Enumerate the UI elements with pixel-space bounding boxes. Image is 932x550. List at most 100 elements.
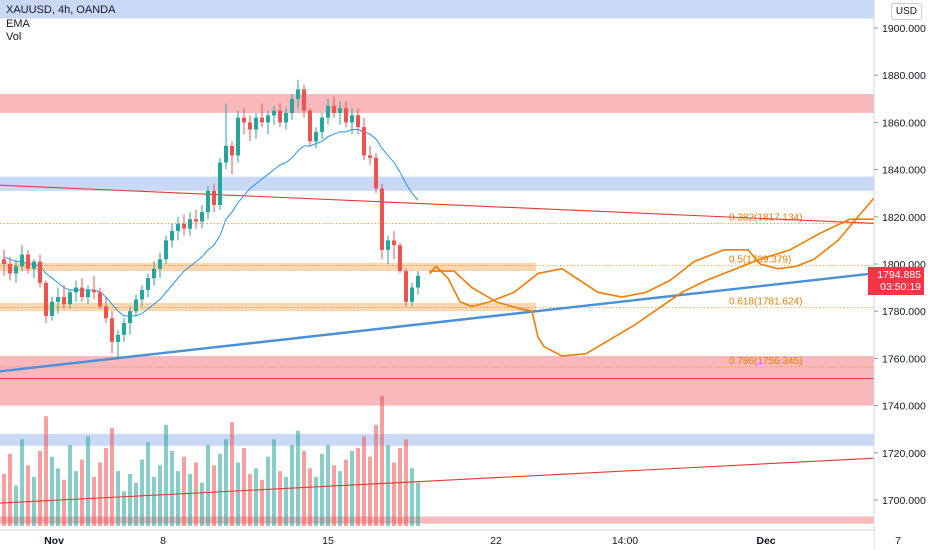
candle-body (56, 297, 60, 302)
candle-body (146, 278, 150, 290)
trendline-blue (0, 265, 932, 373)
candle-body (80, 287, 84, 298)
volume-bar (212, 465, 216, 526)
candle-body (104, 306, 108, 319)
price-axis-label: 1720.000 (882, 448, 926, 460)
currency-button[interactable]: USD (890, 3, 922, 20)
volume-bar (44, 416, 48, 526)
volume-bar (332, 465, 336, 526)
candle-body (98, 292, 102, 307)
candle-body (392, 240, 396, 246)
price-axis-label: 1780.000 (882, 306, 926, 318)
volume-bar (218, 453, 222, 526)
candle-body (284, 112, 288, 123)
candle-body (344, 108, 348, 123)
price-axis-label: 1760.000 (882, 353, 926, 365)
volume-bar (146, 442, 150, 526)
candle-body (8, 264, 12, 274)
candle-body (404, 271, 408, 302)
volume-bar (296, 430, 300, 526)
volume-bar (368, 456, 372, 526)
volume-bar (266, 456, 270, 526)
candle-body (134, 299, 138, 312)
candle-body (68, 292, 72, 305)
time-axis-label: Dec (756, 535, 775, 547)
candle-body (86, 289, 90, 298)
candle-body (314, 131, 318, 142)
candle-body (116, 334, 120, 342)
candle-body (164, 240, 168, 260)
time-axis-background (0, 530, 874, 550)
symbol-title[interactable]: XAUUSD, 4h, OANDA (6, 4, 116, 16)
candle-body (206, 190, 210, 213)
candle-body (278, 110, 282, 123)
trendline-red (0, 184, 932, 227)
candle-body (62, 297, 66, 305)
candle-body (188, 219, 192, 229)
candle-body (176, 223, 180, 231)
candle-body (248, 122, 252, 130)
candle-body (212, 190, 216, 205)
volume-bar (98, 462, 102, 526)
volume-bar (158, 465, 162, 526)
volume-bar (344, 459, 348, 526)
projection-path (429, 190, 881, 308)
volume-bar (56, 468, 60, 526)
volume-indicator-label[interactable]: Vol (6, 31, 22, 43)
volume-bar (308, 468, 312, 526)
candle-body (110, 318, 114, 342)
volume-bar (26, 465, 30, 526)
red-zone (0, 356, 874, 378)
candle-body (128, 311, 132, 323)
candle-body (362, 127, 366, 156)
price-axis-label: 1840.000 (882, 165, 926, 177)
ema-indicator-label[interactable]: EMA (6, 17, 30, 30)
time-axis-label: 7 (895, 535, 901, 547)
candle-body (224, 146, 228, 163)
candle-body (302, 89, 306, 111)
red-zone (0, 516, 874, 524)
volume-bar (386, 445, 390, 526)
volume-bar (260, 479, 264, 526)
candle-body (296, 89, 300, 99)
fib-level-label: 0.786(1756.345) (729, 356, 802, 367)
candle-body (350, 115, 354, 123)
volume-bar (194, 462, 198, 526)
bar-countdown: 03:50:19 (880, 281, 921, 293)
candle-body (38, 261, 42, 283)
candle-body (50, 301, 54, 316)
volume-bar (410, 468, 414, 526)
volume-bar (398, 448, 402, 526)
volume-bar (122, 491, 126, 526)
time-axis-label: 8 (160, 535, 166, 547)
volume-bar (242, 448, 246, 526)
price-axis-label: 1820.000 (882, 212, 926, 224)
volume-bar (104, 448, 108, 526)
volume-bar (200, 482, 204, 526)
volume-bar (278, 471, 282, 526)
candle-body (410, 287, 414, 302)
candle-body (332, 105, 336, 113)
candle-body (26, 254, 30, 269)
projection-path (429, 218, 887, 357)
volume-bar (2, 474, 6, 526)
candle-body (74, 287, 78, 293)
blue-zone (0, 433, 874, 446)
candle-body (260, 117, 264, 123)
volume-bar (152, 476, 156, 526)
volume-bar (182, 456, 186, 526)
orange-zone (0, 302, 536, 312)
volume-bar (206, 445, 210, 526)
candle-body (398, 245, 402, 272)
blue-zone (0, 176, 874, 191)
fib-level-label: 0.618(1781.624) (729, 296, 802, 307)
candle-body (308, 110, 312, 142)
candle-body (326, 105, 330, 118)
price-axis-label: 1900.000 (882, 23, 926, 35)
candle-body (182, 223, 186, 229)
price-axis-label: 1860.000 (882, 117, 926, 129)
volume-bar (350, 450, 354, 526)
fib-level-label: 0.382(1817.134) (729, 213, 802, 224)
volume-bar (170, 450, 174, 526)
